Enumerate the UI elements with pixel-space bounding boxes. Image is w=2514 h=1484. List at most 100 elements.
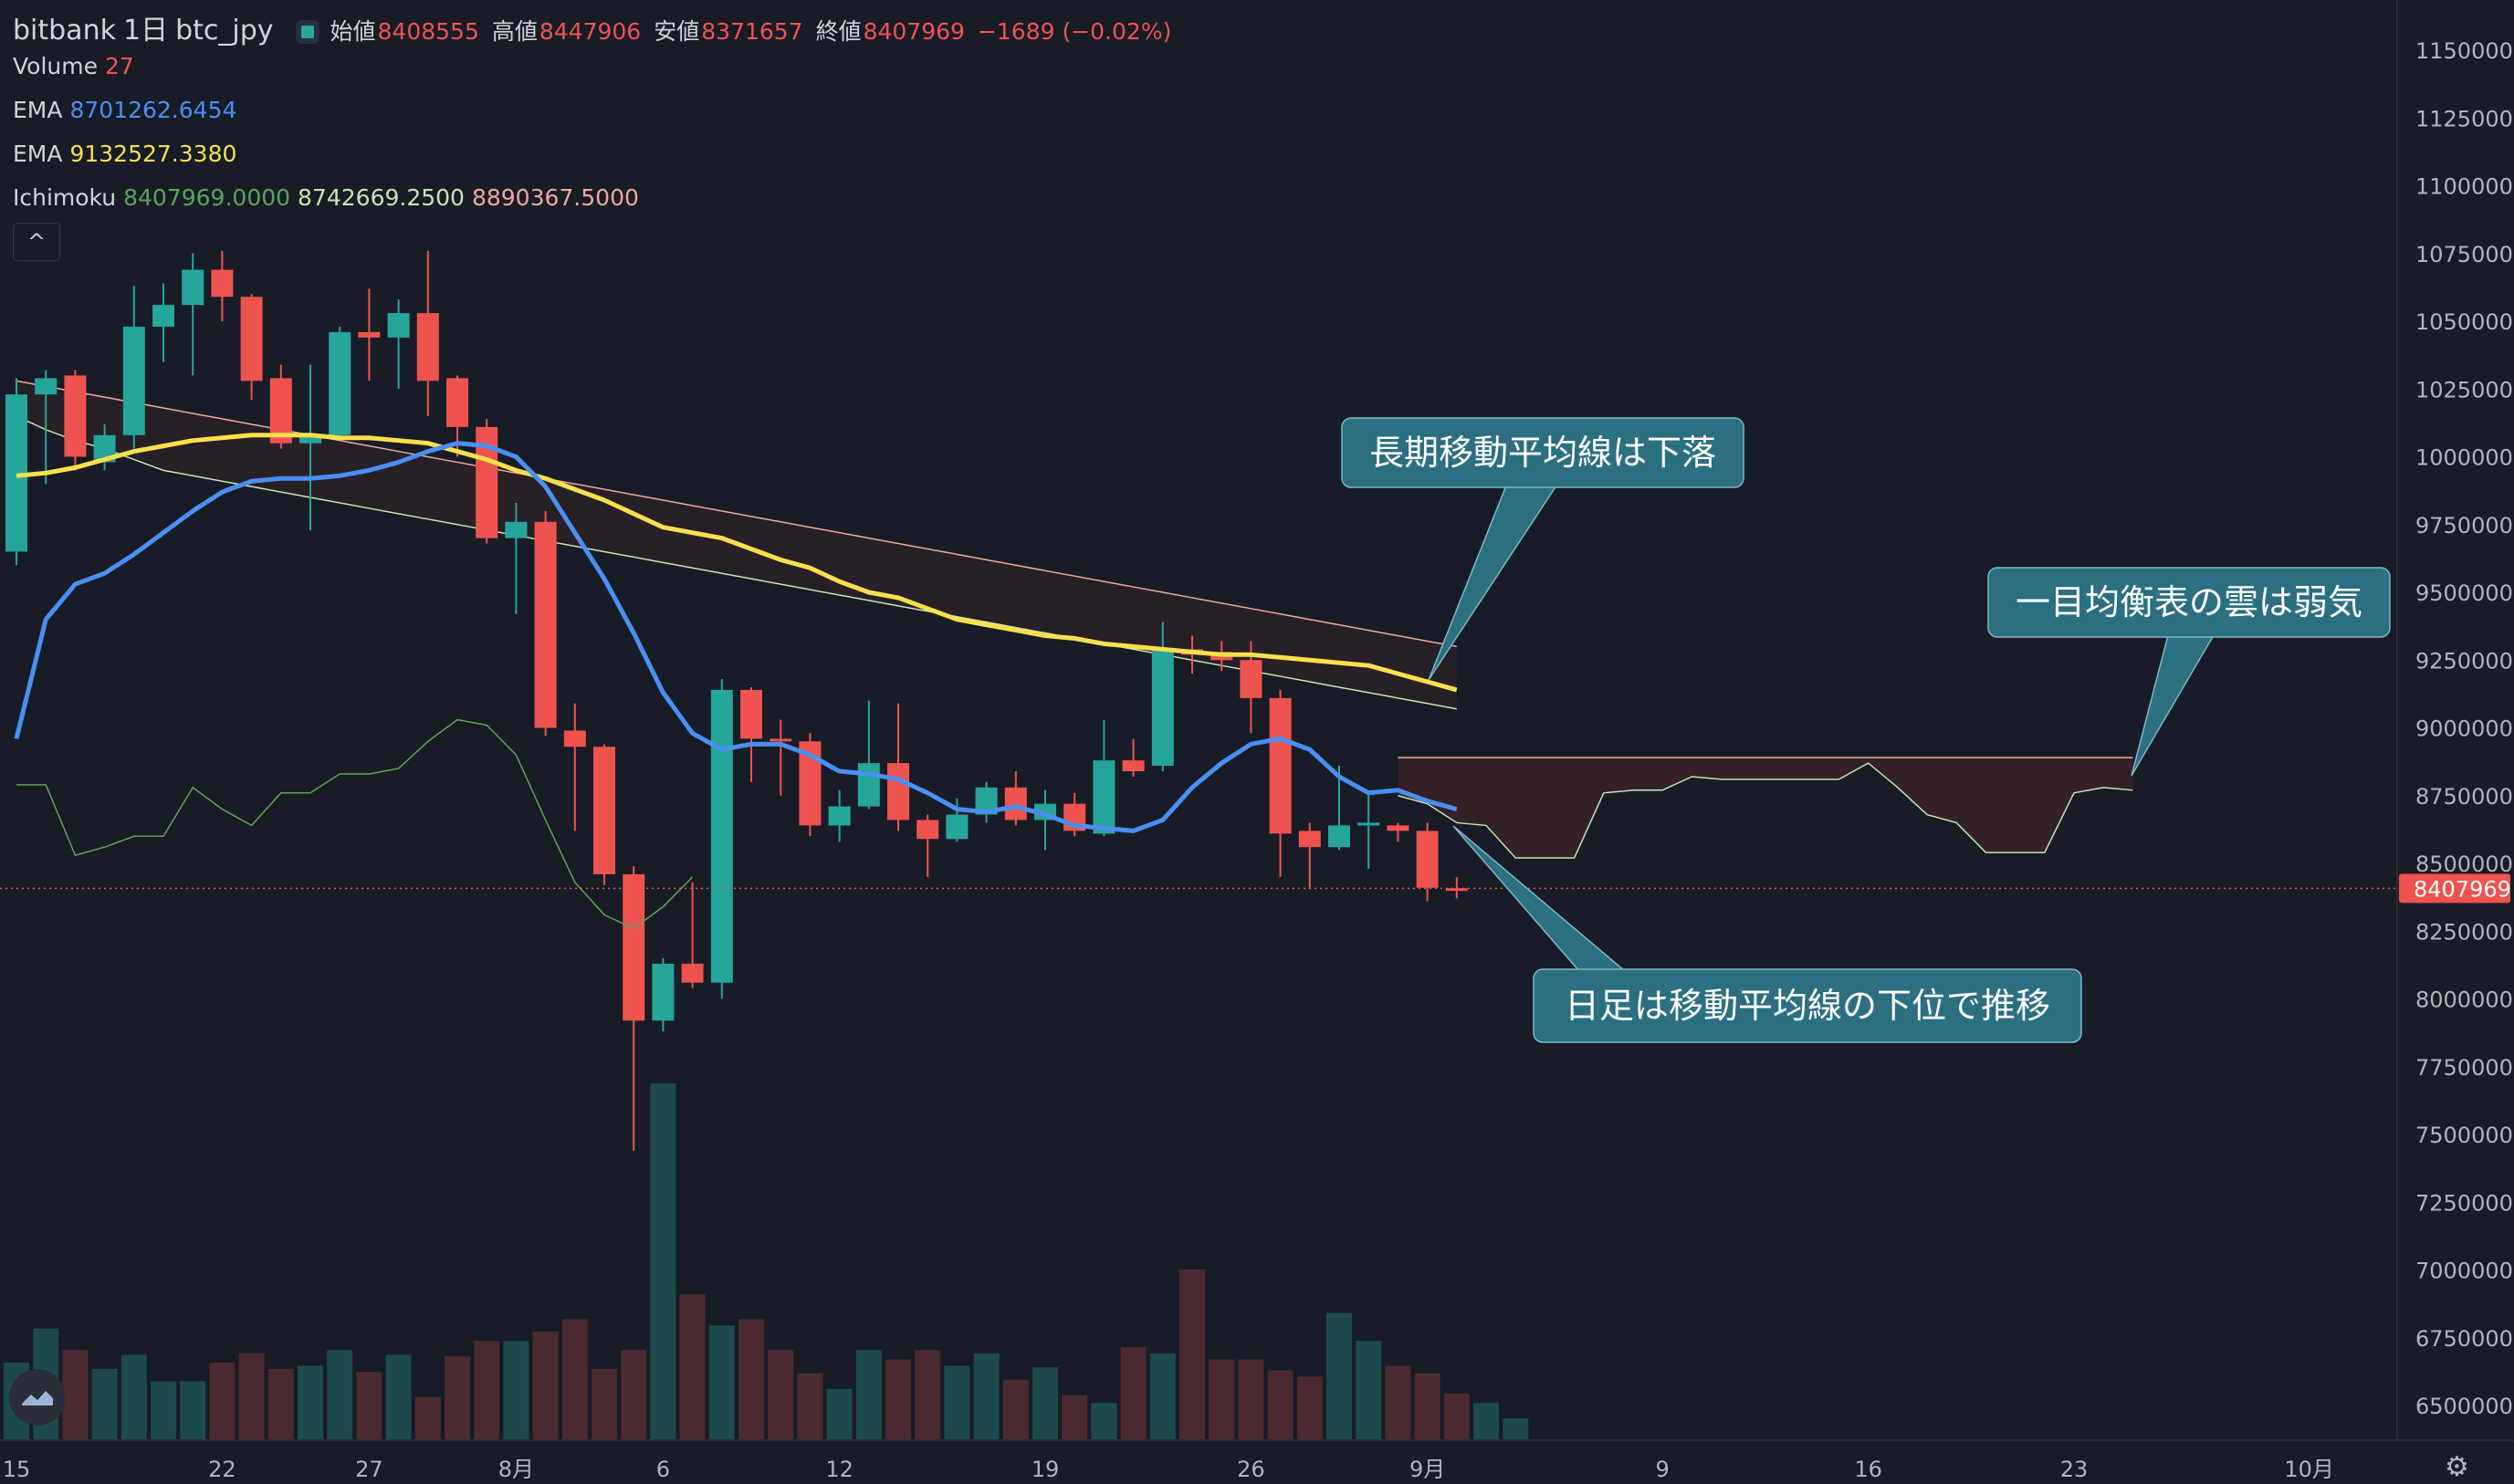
volume-bar bbox=[1356, 1341, 1382, 1440]
volume-bar bbox=[973, 1353, 1000, 1440]
close-value: 8407969 bbox=[863, 18, 965, 45]
candle-body bbox=[1445, 888, 1468, 892]
x-tick-label: 12 bbox=[825, 1457, 854, 1482]
volume-bar bbox=[738, 1319, 764, 1440]
high-label: 高値 bbox=[491, 18, 538, 45]
volume-bar bbox=[1120, 1347, 1147, 1440]
x-tick-label: 16 bbox=[1854, 1457, 1882, 1482]
y-tick-label: 7500000 bbox=[2415, 1123, 2513, 1148]
volume-bar bbox=[445, 1356, 470, 1440]
y-tick-label: 11500000 bbox=[2415, 38, 2514, 64]
candle-body bbox=[946, 814, 969, 840]
open-label: 始値 bbox=[330, 18, 376, 45]
callout-long-ema-box bbox=[1341, 417, 1744, 488]
cloud-line-b bbox=[16, 380, 1457, 648]
y-tick-label: 7000000 bbox=[2415, 1259, 2513, 1284]
candle-body bbox=[1269, 697, 1292, 834]
volume-bar bbox=[915, 1350, 941, 1440]
low-label: 安値 bbox=[654, 18, 700, 45]
candle-body bbox=[358, 331, 381, 338]
candle-body bbox=[1298, 831, 1321, 848]
volume-bar bbox=[414, 1396, 441, 1440]
volume-bar bbox=[1443, 1394, 1470, 1440]
candle-body bbox=[269, 378, 292, 444]
ema-slow-label: EMA bbox=[13, 141, 63, 167]
candle-body bbox=[35, 378, 58, 395]
time-axis: 15 22 27 8月 6 12 19 26 9月 9 16 23 10月 bbox=[0, 1439, 2514, 1482]
candle-body bbox=[240, 297, 263, 381]
volume-bar bbox=[1238, 1359, 1264, 1440]
candle-body bbox=[1387, 825, 1409, 831]
ichimoku-label: Ichimoku bbox=[13, 184, 117, 211]
ichimoku-value-2: 8742669.2500 bbox=[298, 184, 465, 211]
candle-body bbox=[1357, 822, 1380, 826]
change-value: −1689 (−0.02%) bbox=[977, 18, 1172, 45]
y-tick-label: 7250000 bbox=[2415, 1190, 2513, 1216]
interval[interactable]: 1日 bbox=[122, 15, 169, 47]
volume-bar bbox=[1473, 1403, 1499, 1440]
volume-bar bbox=[1296, 1376, 1323, 1440]
y-tick-label: 8000000 bbox=[2415, 988, 2513, 1013]
gear-icon[interactable]: ⚙ bbox=[2445, 1451, 2469, 1483]
callout-ichimoku-box bbox=[1987, 567, 2391, 638]
exchange-name[interactable]: bitbank bbox=[13, 15, 116, 47]
volume-bar bbox=[561, 1319, 588, 1440]
y-tick-label: 8250000 bbox=[2415, 919, 2513, 945]
volume-bar bbox=[1149, 1353, 1176, 1440]
candle-body bbox=[329, 331, 351, 435]
x-tick-label: 6 bbox=[656, 1457, 670, 1482]
current-price-label: 8407969 bbox=[2414, 876, 2511, 902]
candle-body bbox=[387, 313, 410, 338]
collapse-legend-button[interactable]: ^ bbox=[13, 223, 60, 261]
volume-bar bbox=[1209, 1359, 1235, 1440]
volume-bar bbox=[267, 1368, 294, 1440]
x-tick-label: 10月 bbox=[2284, 1457, 2334, 1482]
volume-bar bbox=[1503, 1418, 1529, 1440]
y-tick-label: 9000000 bbox=[2415, 716, 2513, 742]
x-tick-label: 26 bbox=[1237, 1457, 1265, 1482]
volume-label: Volume bbox=[13, 53, 98, 79]
volume-bar bbox=[1385, 1365, 1411, 1440]
volume-bar bbox=[944, 1365, 970, 1440]
candle-body bbox=[505, 521, 528, 538]
legend-ema-fast[interactable]: EMA 8701262.6454 bbox=[13, 97, 244, 123]
x-tick-label: 15 bbox=[3, 1457, 31, 1482]
callout-daily-box bbox=[1533, 968, 2082, 1043]
x-tick-label: 9 bbox=[1656, 1457, 1670, 1482]
volume-bar bbox=[1091, 1403, 1117, 1440]
candles[interactable] bbox=[5, 250, 1468, 1151]
candle-body bbox=[211, 269, 234, 298]
candle-body bbox=[534, 521, 557, 728]
volume-bar bbox=[503, 1341, 529, 1440]
cloud-line-a bbox=[16, 415, 1457, 710]
volume-bar bbox=[1002, 1379, 1029, 1440]
volume-bar bbox=[474, 1341, 500, 1440]
tradingview-logo-icon[interactable] bbox=[9, 1369, 66, 1426]
legend-ichimoku[interactable]: Ichimoku 8407969.0000 8742669.2500 8890367.… bbox=[13, 184, 646, 211]
y-tick-label: 11000000 bbox=[2415, 174, 2514, 200]
axis-panel bbox=[2397, 0, 2514, 1484]
volume-bar bbox=[708, 1325, 735, 1440]
candle-body bbox=[1004, 787, 1027, 820]
candle-body bbox=[182, 269, 204, 306]
chevron-up-icon: ^ bbox=[26, 229, 47, 255]
low-value: 8371657 bbox=[701, 18, 803, 45]
y-tick-label: 8750000 bbox=[2415, 784, 2513, 810]
ema-fast-value: 8701262.6454 bbox=[69, 97, 237, 123]
y-tick-label: 9500000 bbox=[2415, 580, 2513, 606]
volume-bar bbox=[298, 1365, 323, 1440]
y-tick-label: 7750000 bbox=[2415, 1055, 2513, 1081]
ema-fast-label: EMA bbox=[13, 97, 63, 123]
legend-ema-slow[interactable]: EMA 9132527.3380 bbox=[13, 141, 244, 167]
symbol-name[interactable]: btc_jpy bbox=[175, 15, 274, 47]
callout-daily-text: 日足は移動平均線の下位で推移 bbox=[1565, 986, 2050, 1026]
ema-slow-value: 9132527.3380 bbox=[69, 141, 237, 167]
x-tick-label: 22 bbox=[208, 1457, 236, 1482]
y-tick-label: 10500000 bbox=[2415, 309, 2514, 335]
legend-volume[interactable]: Volume 27 bbox=[13, 53, 141, 79]
candle-body bbox=[857, 763, 880, 807]
candle-body bbox=[1328, 825, 1350, 848]
candle-body bbox=[710, 689, 733, 983]
